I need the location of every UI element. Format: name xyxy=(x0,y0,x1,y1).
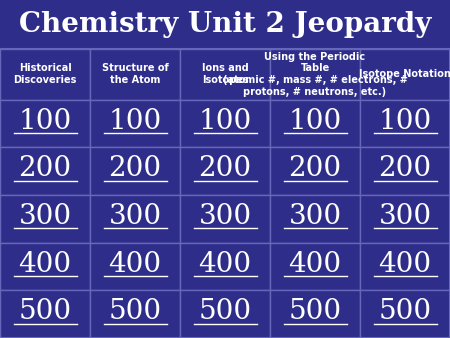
Bar xyxy=(180,243,270,290)
Bar xyxy=(360,147,450,195)
Text: 300: 300 xyxy=(198,203,252,230)
Bar xyxy=(270,290,360,338)
Text: 100: 100 xyxy=(108,107,162,135)
Text: 100: 100 xyxy=(18,107,72,135)
Bar xyxy=(90,195,180,243)
Bar xyxy=(0,49,450,338)
Bar xyxy=(270,100,360,147)
Text: 400: 400 xyxy=(198,250,252,277)
Bar xyxy=(0,195,90,243)
Bar xyxy=(90,243,180,290)
Bar xyxy=(90,49,180,100)
Bar xyxy=(180,147,270,195)
Bar xyxy=(0,290,90,338)
Text: 200: 200 xyxy=(198,155,252,182)
Bar xyxy=(0,147,90,195)
Text: 300: 300 xyxy=(288,203,342,230)
Text: 100: 100 xyxy=(198,107,252,135)
Bar xyxy=(180,290,270,338)
Text: 100: 100 xyxy=(378,107,432,135)
Bar xyxy=(360,100,450,147)
Text: Isotope Notation: Isotope Notation xyxy=(359,69,450,79)
Text: 300: 300 xyxy=(108,203,162,230)
Bar xyxy=(90,100,180,147)
Text: 400: 400 xyxy=(18,250,72,277)
Text: 500: 500 xyxy=(378,298,432,325)
Text: 400: 400 xyxy=(288,250,342,277)
Text: Historical
Discoveries: Historical Discoveries xyxy=(14,64,76,85)
Bar xyxy=(360,195,450,243)
Text: 500: 500 xyxy=(18,298,72,325)
Text: 300: 300 xyxy=(378,203,432,230)
Bar xyxy=(0,49,90,100)
Text: 400: 400 xyxy=(108,250,162,277)
Text: 500: 500 xyxy=(198,298,252,325)
Bar xyxy=(0,100,90,147)
Text: Ions and
Isotopes: Ions and Isotopes xyxy=(202,64,248,85)
Text: 400: 400 xyxy=(378,250,432,277)
Text: Structure of
the Atom: Structure of the Atom xyxy=(102,64,168,85)
Bar xyxy=(90,147,180,195)
Text: Chemistry Unit 2 Jeopardy: Chemistry Unit 2 Jeopardy xyxy=(19,11,431,38)
Bar xyxy=(270,147,360,195)
Bar xyxy=(0,243,90,290)
Text: 300: 300 xyxy=(18,203,72,230)
Text: 200: 200 xyxy=(378,155,432,182)
Text: 200: 200 xyxy=(288,155,342,182)
Bar xyxy=(180,100,270,147)
Bar xyxy=(360,290,450,338)
Text: 500: 500 xyxy=(288,298,342,325)
Bar xyxy=(360,49,450,100)
Bar xyxy=(270,195,360,243)
Text: 200: 200 xyxy=(18,155,72,182)
Bar xyxy=(180,49,270,100)
Bar xyxy=(270,243,360,290)
Text: 200: 200 xyxy=(108,155,162,182)
Text: 500: 500 xyxy=(108,298,162,325)
Bar xyxy=(270,49,360,100)
Text: 100: 100 xyxy=(288,107,342,135)
Bar xyxy=(360,243,450,290)
Bar xyxy=(90,290,180,338)
Bar xyxy=(180,195,270,243)
Text: Using the Periodic
Table
(atomic #, mass #, # electrons, #
protons, # neutrons, : Using the Periodic Table (atomic #, mass… xyxy=(223,52,407,97)
